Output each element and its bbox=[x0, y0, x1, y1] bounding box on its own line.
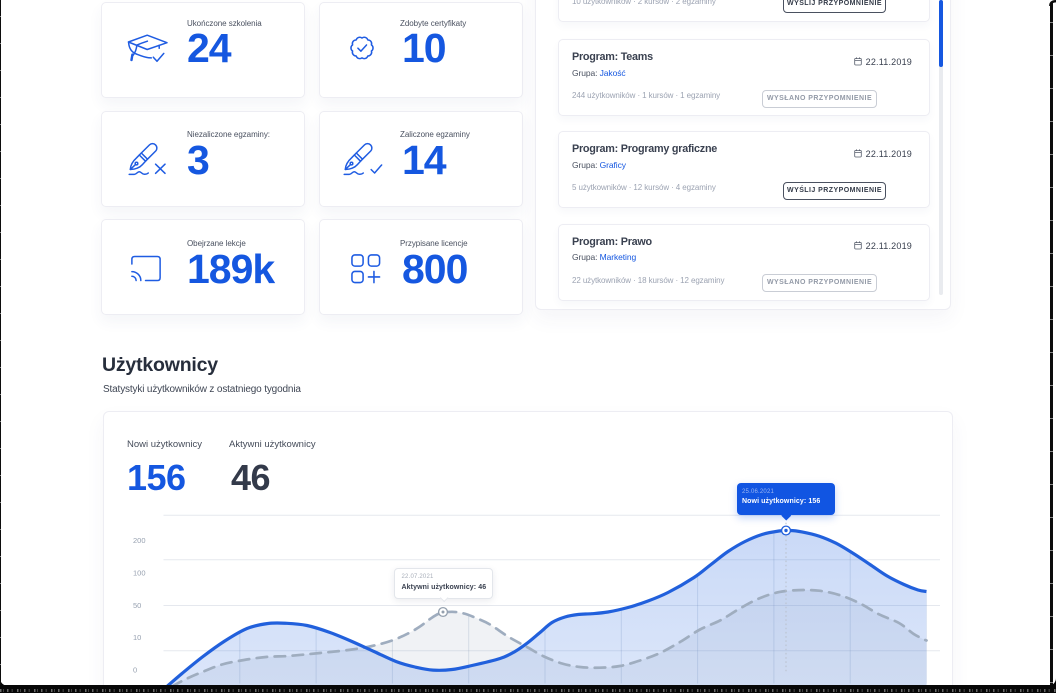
svg-text:0: 0 bbox=[133, 665, 137, 674]
svg-text:100: 100 bbox=[133, 568, 146, 577]
svg-text:10: 10 bbox=[133, 633, 141, 642]
svg-text:50: 50 bbox=[133, 600, 141, 609]
svg-text:200: 200 bbox=[133, 536, 146, 545]
